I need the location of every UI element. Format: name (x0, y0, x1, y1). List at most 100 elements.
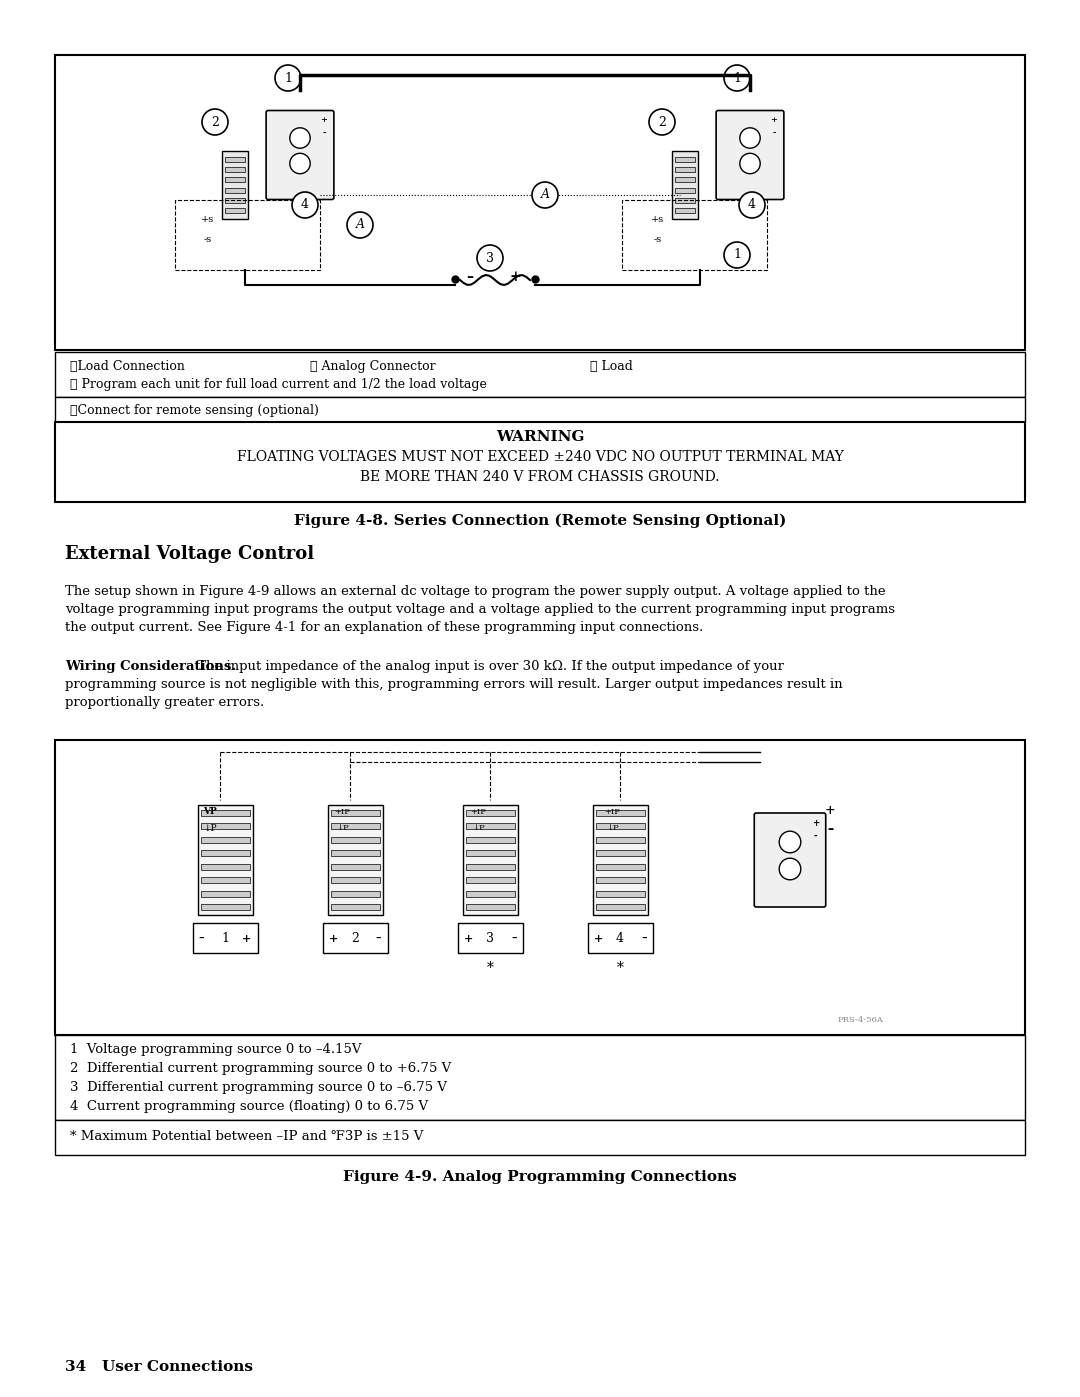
Bar (201, 890, 249, 897)
Text: WARNING: WARNING (496, 430, 584, 444)
Bar (330, 810, 379, 816)
Bar (675, 187, 696, 193)
Bar (55, 1035, 1025, 1120)
Text: -: - (322, 129, 325, 137)
Bar (201, 863, 249, 870)
Text: +IP: +IP (334, 807, 350, 816)
Text: +IP: +IP (470, 807, 486, 816)
Bar (225, 198, 245, 203)
Bar (201, 837, 249, 842)
Bar (201, 851, 249, 856)
Bar (588, 923, 652, 953)
Text: PRS-4-56A: PRS-4-56A (837, 1016, 883, 1024)
Bar (225, 208, 245, 214)
Text: 2: 2 (658, 116, 666, 129)
Text: The input impedance of the analog input is over 30 kΩ. If the output impedance o: The input impedance of the analog input … (192, 659, 784, 673)
Bar (672, 151, 698, 219)
Text: ② Analog Connector: ② Analog Connector (310, 360, 435, 373)
Text: *: * (487, 961, 494, 975)
Bar (330, 904, 379, 909)
Text: +s: +s (201, 215, 215, 225)
Bar (675, 208, 696, 214)
Bar (593, 805, 648, 915)
Bar (55, 422, 1025, 502)
Bar (192, 923, 257, 953)
Bar (465, 837, 514, 842)
Circle shape (477, 244, 503, 271)
Bar (225, 156, 245, 162)
Bar (222, 151, 247, 219)
Text: –: – (467, 270, 473, 284)
Bar (327, 805, 382, 915)
Bar (458, 923, 523, 953)
Text: BE MORE THAN 240 V FROM CHASSIS GROUND.: BE MORE THAN 240 V FROM CHASSIS GROUND. (361, 469, 719, 483)
Text: 4  Current programming source (floating) 0 to 6.75 V: 4 Current programming source (floating) … (70, 1099, 428, 1113)
Text: -s: -s (653, 236, 662, 244)
Circle shape (202, 109, 228, 136)
Text: programming source is not negligible with this, programming errors will result. : programming source is not negligible wit… (65, 678, 842, 692)
Text: +: + (328, 933, 338, 943)
Text: 1: 1 (221, 932, 229, 944)
Text: 3  Differential current programming source 0 to –6.75 V: 3 Differential current programming sourc… (70, 1081, 447, 1094)
Text: 2  Differential current programming source 0 to +6.75 V: 2 Differential current programming sourc… (70, 1062, 451, 1076)
Bar (201, 904, 249, 909)
Text: 1: 1 (284, 71, 292, 84)
Circle shape (292, 191, 318, 218)
Bar (465, 851, 514, 856)
Text: VP: VP (203, 807, 217, 816)
Bar (595, 877, 645, 883)
Text: ↓P: ↓P (336, 824, 349, 833)
Text: Figure 4-9. Analog Programming Connections: Figure 4-9. Analog Programming Connectio… (343, 1171, 737, 1185)
Bar (55, 54, 1025, 351)
Bar (55, 1120, 1025, 1155)
Bar (595, 890, 645, 897)
Bar (55, 740, 1025, 1035)
Bar (330, 823, 379, 830)
Text: ①Load Connection: ①Load Connection (70, 360, 185, 373)
Bar (462, 805, 517, 915)
Bar (675, 198, 696, 203)
Text: 4: 4 (748, 198, 756, 211)
Text: *: * (617, 961, 623, 975)
Text: +: + (770, 116, 778, 124)
Text: ↓P: ↓P (472, 824, 484, 833)
Text: Figure 4-8. Series Connection (Remote Sensing Optional): Figure 4-8. Series Connection (Remote Se… (294, 514, 786, 528)
Text: +: + (825, 803, 835, 816)
Bar (595, 837, 645, 842)
Bar (55, 397, 1025, 422)
Bar (595, 904, 645, 909)
Text: +: + (463, 933, 473, 943)
Bar (330, 890, 379, 897)
Bar (330, 877, 379, 883)
Bar (175, 200, 320, 270)
Text: +IP: +IP (604, 807, 620, 816)
Circle shape (275, 66, 301, 91)
Bar (675, 156, 696, 162)
Text: +: + (812, 819, 820, 827)
Text: Wiring Considerations.: Wiring Considerations. (65, 659, 237, 673)
Circle shape (289, 127, 310, 148)
Text: -: - (814, 830, 818, 840)
Text: –: – (511, 933, 516, 943)
Circle shape (347, 212, 373, 237)
FancyBboxPatch shape (716, 110, 784, 200)
Bar (201, 823, 249, 830)
Circle shape (649, 109, 675, 136)
Bar (323, 923, 388, 953)
FancyBboxPatch shape (754, 813, 826, 907)
Circle shape (740, 154, 760, 173)
Text: –: – (376, 933, 381, 943)
Text: 3: 3 (486, 251, 494, 264)
Bar (201, 810, 249, 816)
Text: ↓P: ↓P (606, 824, 619, 833)
Bar (225, 177, 245, 183)
Text: +s: +s (651, 215, 664, 225)
Text: 3: 3 (486, 932, 494, 944)
Text: 1  Voltage programming source 0 to –4.15V: 1 Voltage programming source 0 to –4.15V (70, 1044, 362, 1056)
Text: 34   User Connections: 34 User Connections (65, 1361, 253, 1375)
Bar (595, 823, 645, 830)
Bar (225, 168, 245, 172)
Text: 1: 1 (733, 249, 741, 261)
Text: proportionally greater errors.: proportionally greater errors. (65, 696, 265, 710)
Bar (201, 877, 249, 883)
